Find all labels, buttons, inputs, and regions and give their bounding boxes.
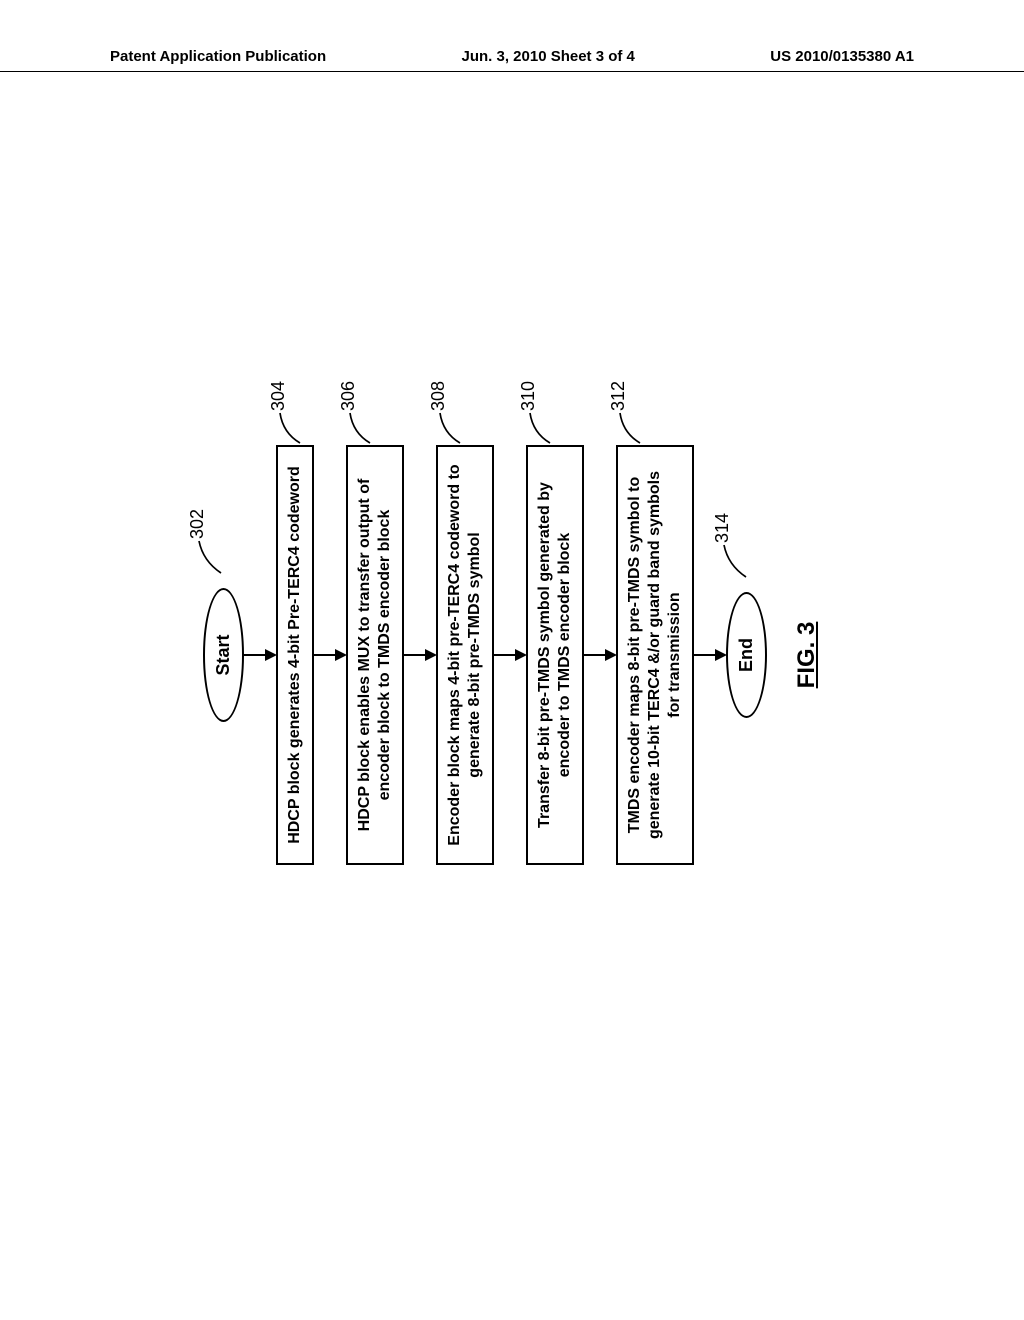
step-312: TMDS encoder maps 8-bit pre-TMDS symbol … [616,445,694,865]
ref-306: 306 [338,381,359,411]
header-right: US 2010/0135380 A1 [770,48,914,68]
arrow-icon [694,647,726,663]
end-terminal: End [726,592,767,718]
ref-lead-304: 304 [278,381,302,445]
page-header: Patent Application Publication Jun. 3, 2… [0,48,1024,72]
ref-lead-308: 308 [438,381,462,445]
step-304: HDCP block generates 4-bit Pre-TERC4 cod… [276,445,314,865]
start-terminal: Start [203,589,244,722]
node-306: HDCP block enables MUX to transfer outpu… [346,235,404,1075]
ref-312: 312 [608,381,629,411]
step-306: HDCP block enables MUX to transfer outpu… [346,445,404,865]
arrow-icon [494,647,526,663]
ref-304: 304 [268,381,289,411]
flowchart: Start 302 HDCP block generates 4-bit Pre… [203,235,821,1075]
node-312: TMDS encoder maps 8-bit pre-TMDS symbol … [616,235,694,1075]
node-start: Start 302 [203,235,244,1075]
ref-lead-314: 314 [722,513,748,579]
ref-314: 314 [712,513,733,543]
ref-308: 308 [428,381,449,411]
arrow-icon [314,647,346,663]
ref-310: 310 [518,381,539,411]
header-center: Jun. 3, 2010 Sheet 3 of 4 [461,48,634,68]
ref-302: 302 [187,509,208,539]
ref-lead-306: 306 [348,381,372,445]
step-310: Transfer 8-bit pre-TMDS symbol generated… [526,445,584,865]
node-310: Transfer 8-bit pre-TMDS symbol generated… [526,235,584,1075]
node-304: HDCP block generates 4-bit Pre-TERC4 cod… [276,235,314,1075]
node-308: Encoder block maps 4-bit pre-TERC4 codew… [436,235,494,1075]
arrow-icon [404,647,436,663]
figure-label: FIG. 3 [793,622,821,689]
arrow-icon [244,647,276,663]
arrow-icon [584,647,616,663]
node-end: End 314 [726,235,767,1075]
ref-lead-310: 310 [528,381,552,445]
ref-lead-302: 302 [197,509,223,575]
step-308: Encoder block maps 4-bit pre-TERC4 codew… [436,445,494,865]
header-left: Patent Application Publication [110,48,326,68]
ref-lead-312: 312 [618,381,642,445]
